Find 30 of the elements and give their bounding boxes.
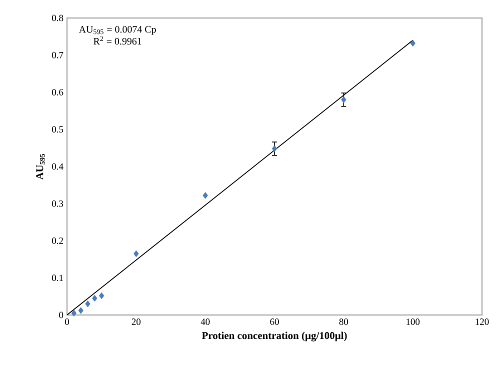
x-tick-label: 0 (64, 318, 70, 325)
point (98, 292, 104, 300)
x-tick-label: 60 (270, 318, 279, 325)
point (71, 310, 77, 317)
y-tick-label: 0.4 (52, 163, 64, 170)
x-tick-label: 40 (200, 318, 210, 325)
y-axis-title: AU$_{595}$ (36, 154, 45, 180)
y-tick-label: 0.5 (52, 126, 64, 133)
y-tick-label: 0.7 (52, 52, 64, 58)
annotation: AU$_{595}$ = 0.0074 Cp (78, 26, 156, 35)
point (134, 250, 139, 258)
annotation: R$^{2}$ = 0.9961 (94, 36, 142, 45)
point (202, 192, 208, 199)
y-tick-label: 0.2 (52, 238, 63, 244)
point (272, 145, 278, 152)
x-tick-label: 20 (132, 318, 141, 325)
point (341, 96, 346, 104)
x-tick-label: 80 (339, 318, 348, 325)
y-tick-label: 0.3 (52, 200, 64, 207)
point (92, 294, 98, 302)
y-tick-label: 0.6 (52, 89, 64, 96)
x-tick-label: 120 (476, 318, 489, 325)
point (85, 300, 90, 308)
y-tick-label: 0.8 (52, 14, 64, 22)
point (78, 307, 84, 314)
y-tick-label: 0.1 (52, 274, 63, 282)
x-tick-label: 100 (406, 318, 420, 325)
y-tick-label: 0 (59, 312, 64, 318)
x-axis-title: Protien concentration (µg/100µl) (202, 332, 347, 342)
point (410, 40, 416, 47)
